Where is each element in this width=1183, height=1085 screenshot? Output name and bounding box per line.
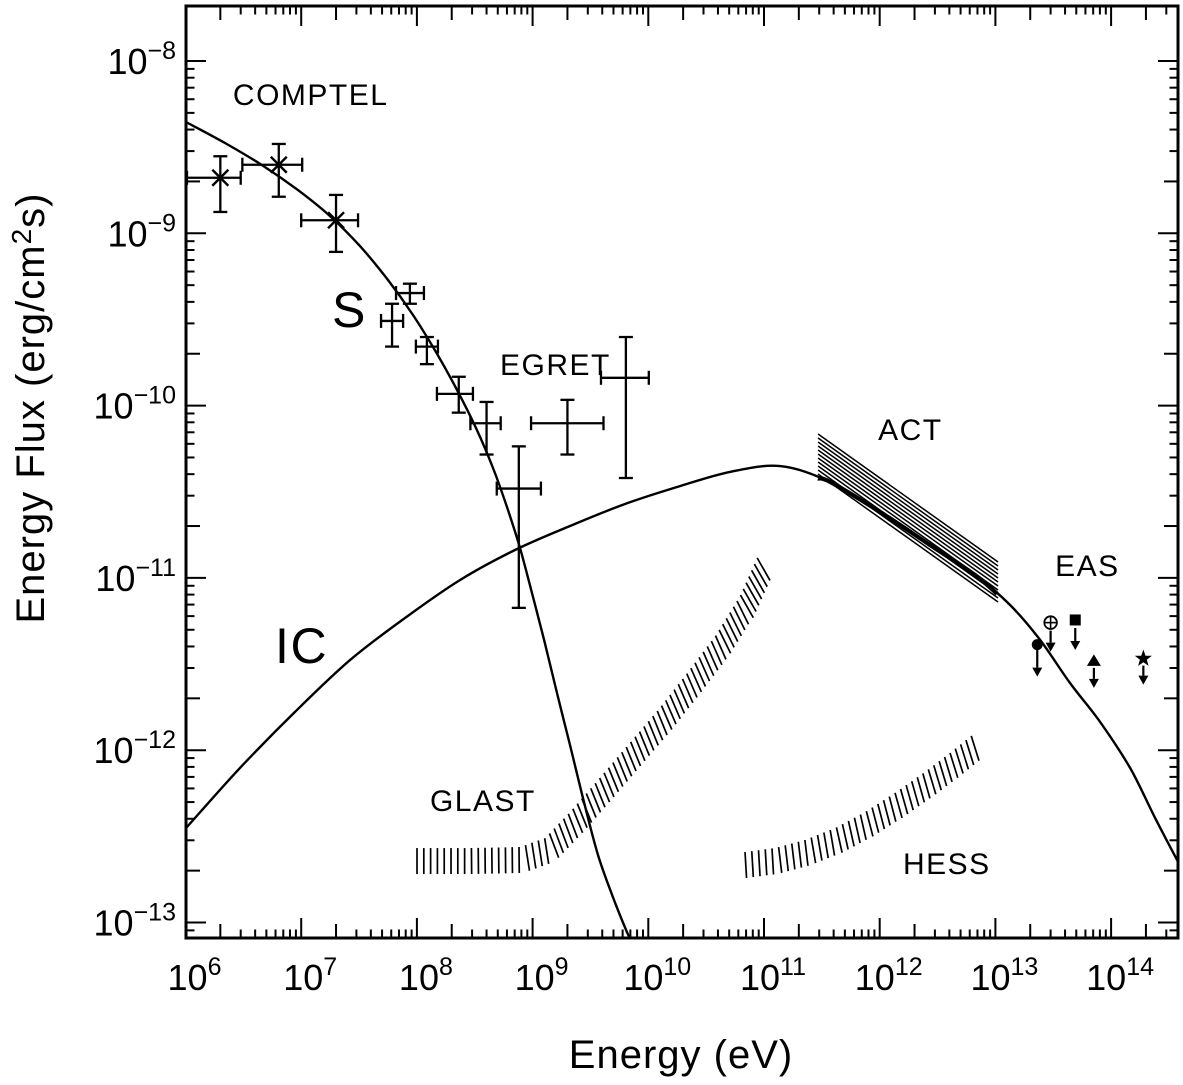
down-arrow-icon	[1088, 678, 1099, 688]
egret-data-points	[379, 282, 650, 610]
comptel-data-points	[185, 142, 360, 254]
tick-label: 1011	[740, 953, 806, 998]
act-thick-segment	[817, 476, 999, 596]
tick-label: 1014	[1086, 953, 1154, 998]
annotation-egret-label: EGRET	[500, 349, 611, 382]
glast-sensitivity-hatch	[416, 557, 771, 875]
down-arrow-icon	[1070, 640, 1081, 650]
tick-label: 10−9	[107, 209, 176, 254]
tick-label: 10−12	[94, 726, 176, 771]
synchrotron-curve	[185, 120, 632, 939]
act-sensitivity-band	[817, 433, 999, 603]
down-arrow-icon	[1045, 642, 1056, 652]
down-arrow-icon	[1032, 667, 1043, 677]
annotation-ic-label: IC	[275, 618, 328, 674]
tick-label: 107	[283, 953, 337, 998]
x-axis-title: Energy (eV)	[569, 1033, 793, 1077]
tick-label: 1010	[623, 953, 691, 998]
annotation-s-label: S	[332, 282, 367, 338]
tick-label: 108	[399, 953, 453, 998]
y-tick-labels: 10−8 10−9 10−10 10−11 10−12 10−13	[94, 37, 176, 944]
tick-label: 10−13	[94, 899, 176, 944]
x-tick-labels: 106 107 108 109 1010 1011 1012 1013 1014	[168, 953, 1155, 998]
tick-label: 10−11	[95, 554, 176, 599]
annotation-glast-label: GLAST	[430, 785, 536, 818]
annotation-comptel-label: COMPTEL	[233, 79, 389, 112]
axis-ticks	[186, 6, 1178, 938]
eas-limit-filled-star	[1134, 649, 1152, 685]
inverse-compton-curve	[185, 464, 1180, 863]
down-arrow-icon	[1138, 675, 1149, 685]
tick-label: 109	[515, 953, 569, 998]
annotation-eas-label: EAS	[1055, 550, 1120, 583]
eas-limit-circle-plus	[1043, 615, 1058, 652]
eas-limit-filled-triangle	[1086, 654, 1101, 688]
tick-label: 10−10	[94, 382, 176, 427]
hess-sensitivity-hatch	[744, 735, 980, 879]
annotation-hess-label: HESS	[903, 848, 991, 881]
plot-frame	[184, 4, 1180, 940]
y-axis-title: Energy Flux (erg/cm2s)	[6, 192, 53, 623]
eas-limit-filled-square	[1069, 614, 1081, 650]
annotation-act-label: ACT	[878, 414, 943, 447]
tick-label: 10−8	[107, 37, 176, 82]
eas-limit-filled-circle	[1031, 639, 1043, 677]
tick-label: 1013	[970, 953, 1038, 998]
tick-label: 1012	[855, 953, 923, 998]
tick-label: 106	[168, 953, 222, 998]
eas-upper-limits	[1031, 614, 1152, 688]
